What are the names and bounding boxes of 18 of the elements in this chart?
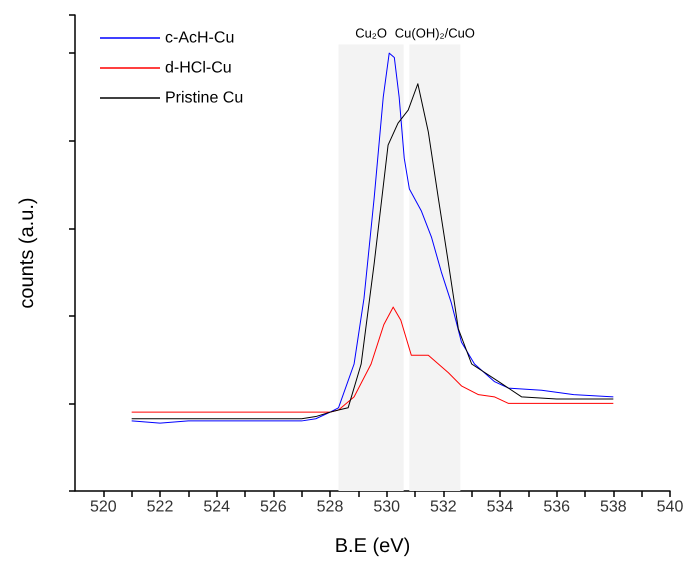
x-tick-label: 538 xyxy=(600,498,627,516)
legend-label: c-AcH-Cu xyxy=(165,30,234,46)
x-tick-label: 526 xyxy=(260,498,287,516)
x-tick-label: 520 xyxy=(90,498,117,516)
y-axis-title: counts (a.u.) xyxy=(16,197,38,309)
x-tick-label: 528 xyxy=(316,498,344,516)
x-tick-label: 536 xyxy=(543,498,570,516)
legend-label: Pristine Cu xyxy=(165,90,244,106)
band-label: Cu(OH)₂/CuO xyxy=(394,25,475,40)
x-tick-label: 522 xyxy=(146,498,174,516)
x-tick-label: 540 xyxy=(656,498,684,516)
x-tick-label: 524 xyxy=(203,498,230,516)
x-tick-label: 534 xyxy=(486,498,514,516)
x-axis-title: B.E (eV) xyxy=(334,535,410,557)
legend-label: d-HCl-Cu xyxy=(165,60,232,76)
x-tick-label: 530 xyxy=(373,498,400,516)
band-label: Cu₂O xyxy=(355,25,387,40)
x-tick-label: 532 xyxy=(430,498,457,516)
